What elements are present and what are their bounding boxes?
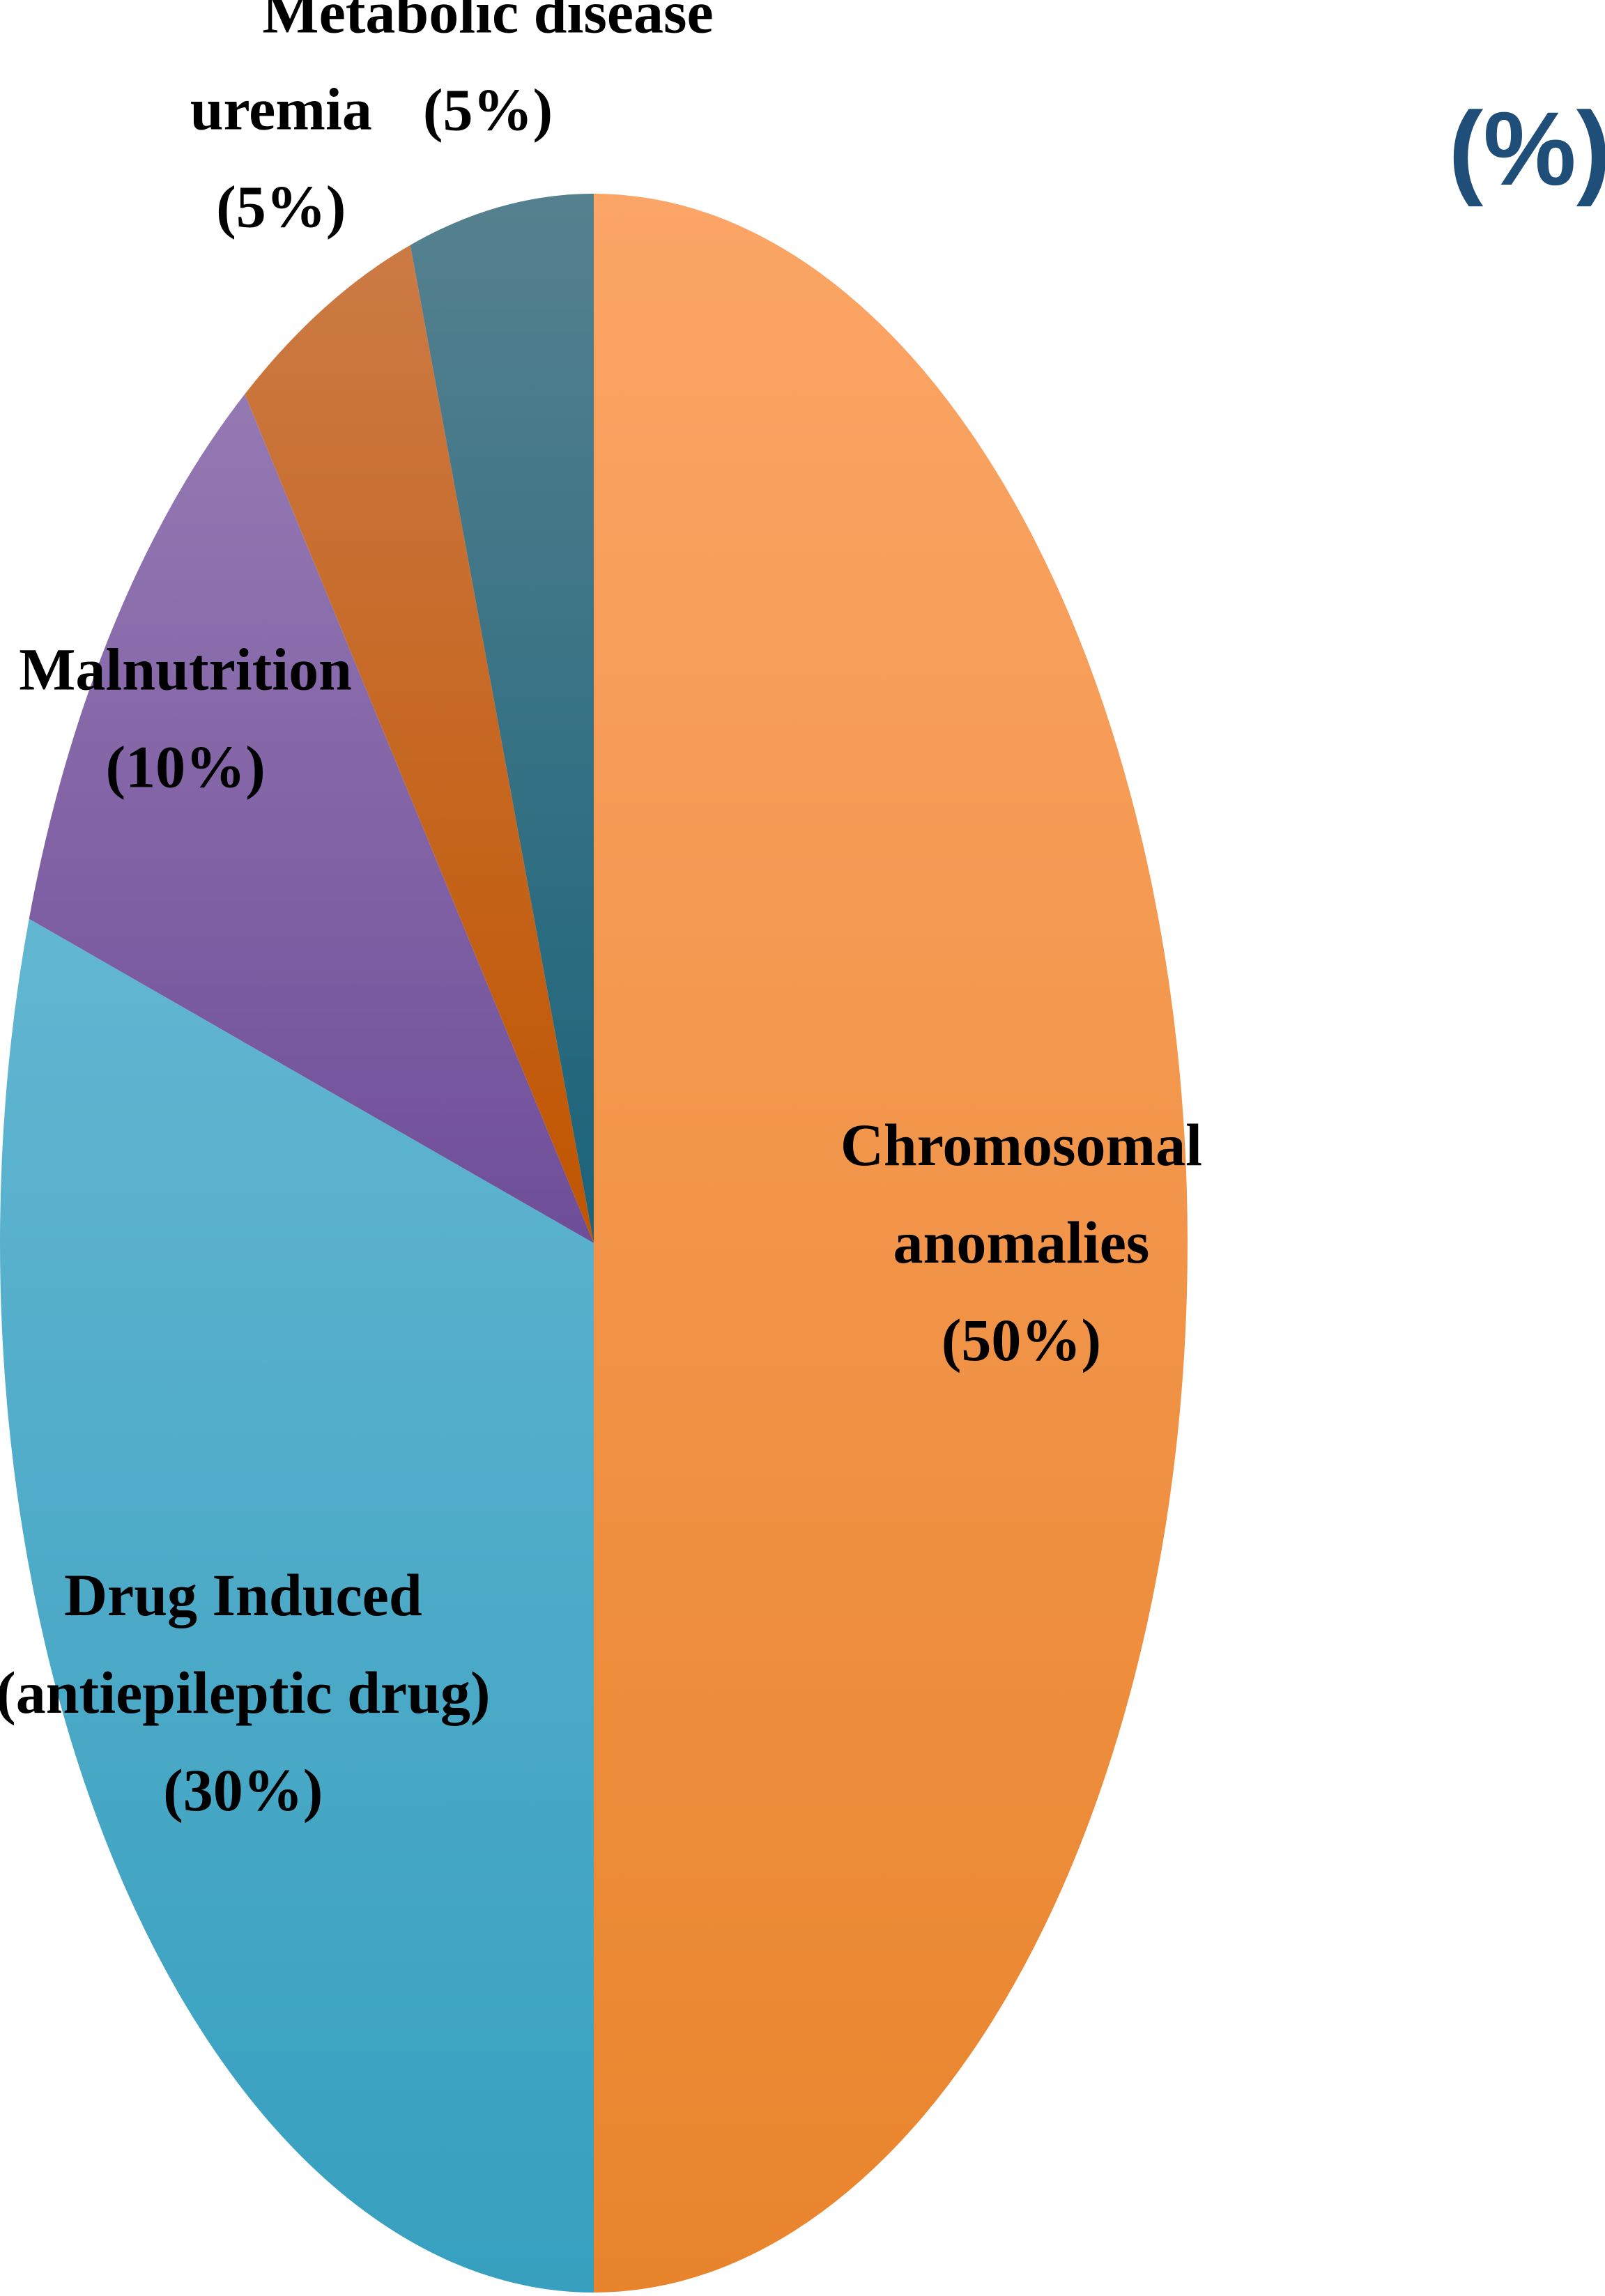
pie-slice	[29, 394, 594, 1244]
slice-label-line: (10%)	[105, 734, 265, 801]
slice-label-line: uremia	[190, 75, 372, 142]
pie-slice	[410, 194, 594, 1243]
slice-label-line: Malnutrition	[19, 636, 352, 703]
pie-slice	[0, 918, 594, 2293]
pie-slices	[0, 194, 1188, 2293]
percent-unit-label: (%)	[1448, 90, 1605, 207]
slice-label-line: Drug Induced	[64, 1562, 422, 1628]
pie-slice	[594, 194, 1188, 2293]
slice-labels: Chromosomal anomalies (50%) Drug Induced (an…	[0, 0, 1202, 1824]
slice-label-line: anomalies	[893, 1209, 1149, 1276]
slice-label-line: (antiepileptic drug)	[0, 1659, 491, 1726]
slice-label-line: Chromosomal	[840, 1111, 1202, 1178]
slice-label-line: Metabolic disease	[262, 0, 713, 45]
slice-label-line: (30%)	[163, 1757, 323, 1824]
slice-label-line: (5%)	[423, 76, 553, 143]
pie-slice	[245, 245, 594, 1244]
slice-label-line: (5%)	[216, 173, 346, 240]
slice-label-line: (50%)	[942, 1307, 1101, 1373]
